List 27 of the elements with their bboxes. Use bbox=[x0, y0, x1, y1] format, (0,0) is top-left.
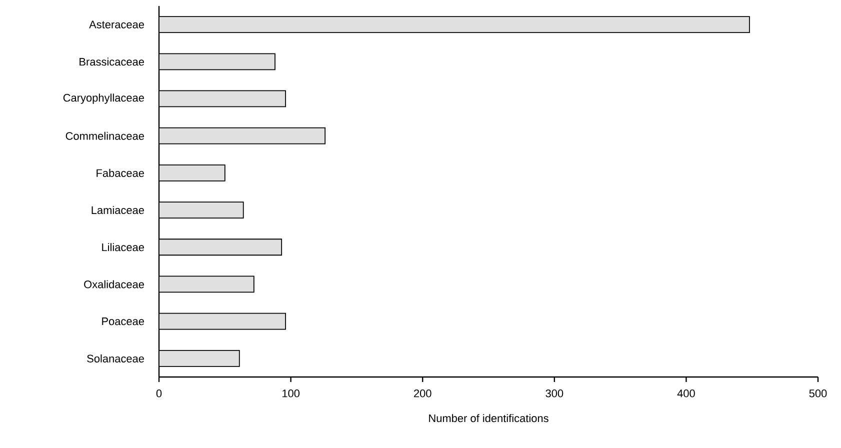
bar bbox=[159, 164, 226, 182]
x-tick-label: 200 bbox=[414, 390, 432, 398]
y-tick-label: Fabaceae bbox=[96, 168, 144, 177]
x-tick-label: 500 bbox=[809, 390, 827, 398]
y-tick-label: Liliaceae bbox=[102, 243, 144, 252]
bar bbox=[159, 276, 254, 293]
bar bbox=[159, 238, 282, 256]
y-tick-label: Solanaceae bbox=[87, 354, 144, 362]
x-axis-title: Number of identifications bbox=[429, 414, 548, 422]
x-tick-label: 400 bbox=[677, 390, 695, 398]
bar bbox=[159, 53, 276, 70]
x-tick-label: 300 bbox=[546, 390, 564, 398]
y-tick-label: Poaceae bbox=[102, 318, 144, 326]
bar bbox=[159, 16, 750, 33]
x-tick-label: 100 bbox=[282, 390, 300, 398]
bar bbox=[159, 350, 240, 367]
y-tick-label: Lamiaceae bbox=[92, 206, 144, 214]
y-tick-label: Brassicaceae bbox=[80, 58, 144, 66]
bar bbox=[159, 90, 286, 108]
bar bbox=[159, 312, 286, 330]
y-tick-label: Asteraceae bbox=[89, 20, 144, 28]
bar bbox=[159, 127, 326, 144]
y-tick-label: Caryophyllaceae bbox=[63, 94, 144, 104]
y-tick-label: Oxalidaceae bbox=[84, 280, 144, 288]
x-tick-label: 0 bbox=[156, 390, 162, 398]
y-tick-label: Commelinaceae bbox=[66, 132, 144, 140]
bar bbox=[159, 202, 244, 218]
